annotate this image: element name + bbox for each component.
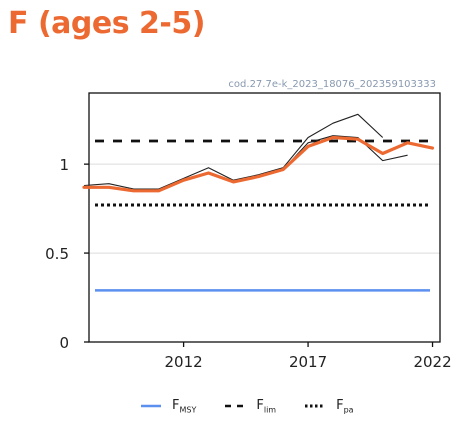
chart-title: F (ages 2-5) [8,6,205,41]
chart-legend: FMSY Flim Fpa [140,398,382,415]
legend-label-flim: Flim [256,398,277,415]
legend-swatch-fmsy [141,405,161,408]
legend-item-fpa: Fpa [304,398,354,415]
legend-item-flim: Flim [224,398,276,415]
x-tick-label: 2022 [413,353,451,371]
legend-swatch-fpa [305,404,326,408]
x-tick-label: 2012 [165,353,203,371]
y-tick-label: 1 [59,156,69,174]
legend-label-fpa: Fpa [336,398,354,415]
legend-item-fmsy: FMSY [140,398,196,415]
x-tick-label: 2017 [289,353,327,371]
y-tick-label: 0 [59,334,69,352]
series-line-retro [282,135,408,170]
plot-area: cod.27.7e-k_2023_18076_202359103333 0 0.5 1… [45,79,451,371]
chart-svg: cod.27.7e-k_2023_18076_202359103333 0 0.5 1… [45,79,451,371]
plot-frame [88,92,441,343]
series-line-retro [83,113,384,190]
legend-label-fmsy: FMSY [172,398,197,415]
chart-annotation: cod.27.7e-k_2023_18076_202359103333 [228,79,436,90]
series-line-main [82,135,435,193]
y-tick-label: 0.5 [45,245,69,263]
legend-swatch-flim [225,405,246,408]
